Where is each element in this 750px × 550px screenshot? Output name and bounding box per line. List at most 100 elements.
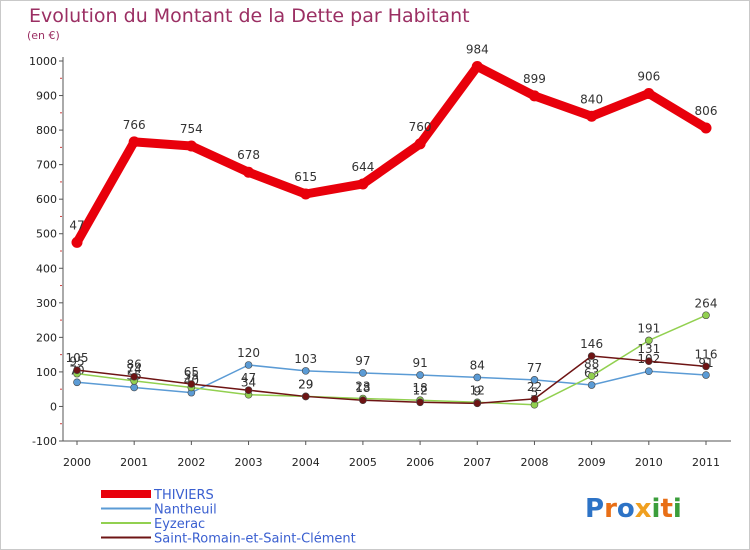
data-point	[244, 386, 253, 395]
legend-label: Saint-Romain-et-Saint-Clément	[154, 532, 356, 547]
data-point	[130, 383, 138, 392]
x-tick-label: 2001	[120, 456, 148, 469]
data-label: 47	[241, 371, 256, 385]
data-label: 88	[584, 357, 599, 371]
x-tick-label: 2004	[292, 456, 320, 469]
data-label: 29	[298, 377, 313, 391]
x-tick-label: 2007	[463, 456, 491, 469]
data-label: 120	[237, 346, 260, 360]
data-label: 18	[412, 381, 427, 395]
data-point	[528, 90, 540, 102]
data-point	[702, 371, 710, 379]
data-label: 754	[180, 122, 203, 136]
data-point	[301, 392, 310, 401]
data-label: 74	[127, 362, 142, 376]
legend-label: Nantheuil	[154, 503, 217, 518]
data-label: 116	[695, 347, 718, 361]
y-tick-label: 0	[50, 400, 57, 413]
data-point	[359, 369, 367, 377]
data-point	[530, 376, 539, 384]
data-label: 18	[355, 381, 370, 395]
data-label: 12	[470, 383, 485, 397]
logo-letter: i	[673, 494, 682, 524]
y-tick-label: 400	[36, 262, 57, 275]
logo-letter: i	[652, 494, 661, 524]
data-point	[244, 361, 253, 369]
x-tick-label: 2002	[177, 456, 205, 469]
x-tick-label: 2003	[235, 456, 263, 469]
x-tick-label: 2006	[406, 456, 434, 469]
data-point	[357, 178, 369, 190]
unit-label: (en €)	[27, 29, 60, 42]
data-point	[643, 87, 655, 99]
data-point	[587, 352, 596, 360]
data-point	[587, 372, 596, 380]
data-point	[416, 398, 424, 407]
x-tick-label: 2000	[63, 456, 91, 469]
data-point	[473, 399, 482, 408]
data-label: 47	[69, 218, 84, 232]
logo-letter: P	[585, 494, 604, 524]
data-label: 678	[237, 148, 260, 162]
data-point	[301, 367, 310, 375]
data-label: 22	[527, 380, 542, 394]
data-label: 77	[527, 361, 542, 375]
data-point	[473, 373, 482, 382]
data-point	[416, 371, 424, 379]
logo-letter: o	[617, 494, 635, 524]
legend-label: Eyzerac	[154, 517, 205, 532]
data-point	[359, 396, 367, 405]
legend-label: THIVIERS	[153, 488, 214, 503]
data-label: 23	[355, 380, 370, 394]
data-label: 55	[184, 368, 199, 382]
data-label: 899	[523, 72, 546, 86]
data-label: 29	[298, 377, 313, 391]
data-point	[128, 136, 140, 148]
data-label: 146	[580, 337, 603, 351]
x-tick-label: 2010	[635, 456, 663, 469]
data-point	[587, 381, 596, 389]
chart-title: Evolution du Montant de la Dette par Hab…	[29, 5, 470, 27]
data-label: 984	[466, 43, 489, 57]
data-label: 760	[409, 120, 432, 134]
data-label: 95	[69, 355, 84, 369]
data-label: 91	[412, 356, 427, 370]
data-point	[700, 122, 712, 134]
data-label: 97	[355, 354, 370, 368]
data-label: 9	[473, 384, 481, 398]
data-label: 12	[412, 383, 427, 397]
y-tick-label: 600	[36, 193, 57, 206]
series-thiviers: 47 766 754 678 615 644 760 984 899 840 906 806	[69, 43, 717, 248]
series-line	[76, 314, 707, 406]
x-tick-label: 2008	[520, 456, 548, 469]
logo-letter: t	[660, 494, 672, 524]
data-point	[71, 236, 83, 248]
data-label: 131	[637, 342, 660, 356]
data-label: 840	[580, 92, 603, 106]
x-tick-label: 2009	[578, 456, 606, 469]
series-nantheuil: 705540120103979184776310291	[69, 346, 714, 397]
logo-letter: r	[604, 494, 617, 524]
y-tick-label: -100	[32, 435, 57, 448]
y-tick-label: 300	[36, 297, 57, 310]
logo-letter: x	[635, 494, 652, 524]
data-point	[73, 378, 81, 387]
data-point	[645, 357, 653, 366]
data-label: 906	[637, 69, 660, 83]
data-point	[702, 362, 710, 371]
y-tick-label: 700	[36, 159, 57, 172]
data-label: 264	[695, 296, 718, 310]
data-point	[471, 61, 483, 73]
data-point	[243, 166, 255, 178]
data-point	[414, 138, 426, 150]
data-point	[645, 336, 653, 345]
data-point	[702, 311, 710, 320]
data-label: 766	[123, 118, 146, 132]
data-label: 65	[184, 365, 199, 379]
data-point	[73, 366, 81, 374]
series-line	[76, 364, 707, 394]
data-label: 86	[127, 358, 142, 372]
